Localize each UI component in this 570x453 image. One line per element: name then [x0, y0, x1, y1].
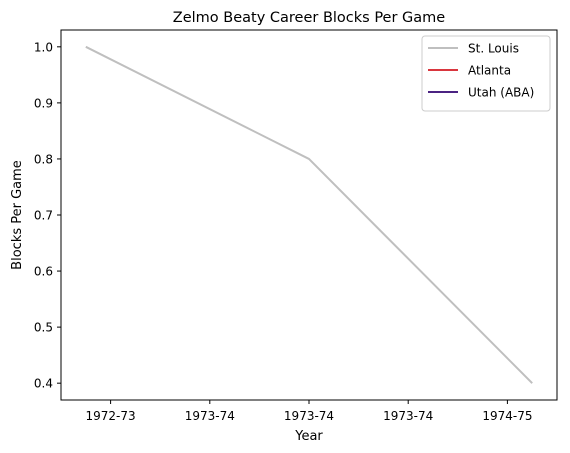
x-tick-label: 1973-74 — [185, 409, 235, 423]
x-tick-label: 1973-74 — [383, 409, 433, 423]
y-tick-label: 0.6 — [34, 265, 53, 279]
plot-area-frame — [60, 29, 558, 401]
x-tick-label: 1973-74 — [284, 409, 334, 423]
y-tick-label: 0.9 — [34, 96, 53, 110]
y-tick-label: 1.0 — [34, 40, 53, 54]
x-axis-ticks: 1972-73 1973-74 1973-74 1973-74 1974-75 — [86, 400, 532, 423]
x-tick-label: 1972-73 — [86, 409, 136, 423]
series-line-0 — [85, 45, 533, 384]
y-tick-label: 0.7 — [34, 209, 53, 223]
series-lines — [85, 45, 533, 384]
x-tick-label: 1974-75 — [482, 409, 532, 423]
y-tick-label: 0.8 — [34, 152, 53, 166]
x-axis-label: Year — [294, 429, 323, 444]
y-tick-label: 0.5 — [34, 321, 53, 335]
y-tick-label: 0.4 — [34, 377, 53, 391]
legend-label: Atlanta — [468, 64, 511, 78]
legend-label: Utah (ABA) — [468, 86, 534, 100]
chart-title: Zelmo Beaty Career Blocks Per Game — [173, 10, 446, 26]
y-axis-label: Blocks Per Game — [10, 160, 25, 270]
legend: St. Louis Atlanta Utah (ABA) — [421, 35, 551, 112]
legend-label: St. Louis — [468, 42, 519, 56]
y-axis-ticks: 0.4 0.5 0.6 0.7 0.8 0.9 1.0 — [34, 40, 61, 391]
